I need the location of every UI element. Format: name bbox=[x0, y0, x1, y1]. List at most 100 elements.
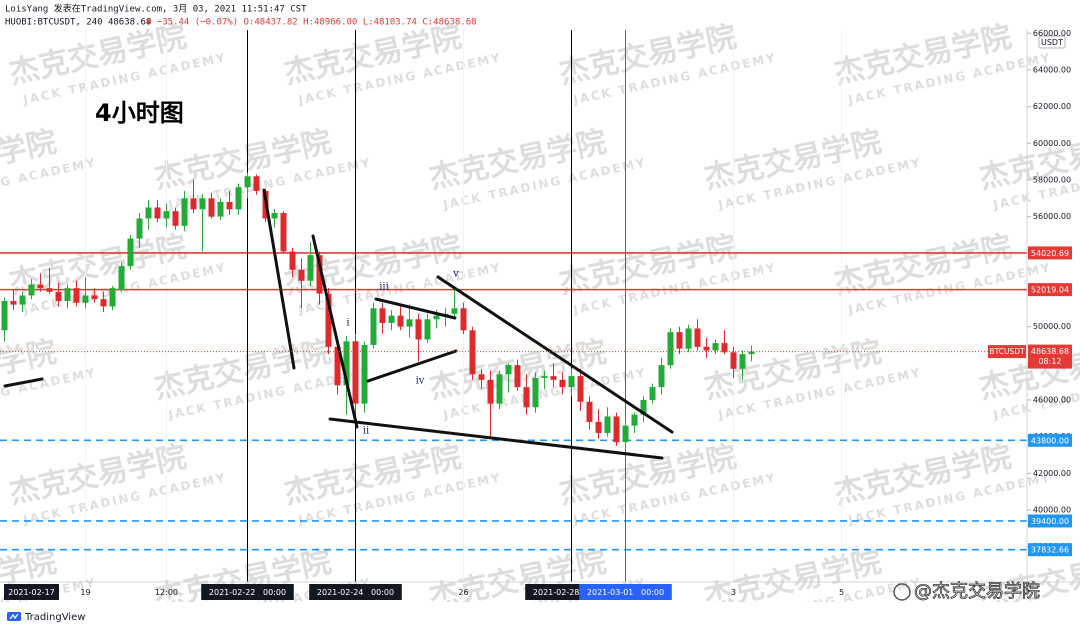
candle-body bbox=[568, 376, 575, 388]
candle-body bbox=[613, 416, 620, 443]
footer-credit: @杰克交易学院 bbox=[914, 581, 1040, 602]
candle-body bbox=[280, 212, 287, 252]
y-tick-label: 50000.00 bbox=[1033, 322, 1071, 331]
candle-body bbox=[739, 354, 746, 369]
x-tick-label: 5 bbox=[839, 588, 844, 597]
candle-body bbox=[226, 201, 233, 210]
x-tick-label: 26 bbox=[458, 588, 468, 597]
footer-logo: TradingView bbox=[24, 612, 85, 623]
level-tag bbox=[1028, 433, 1072, 447]
candle-body bbox=[10, 300, 17, 305]
wave-label: v bbox=[452, 269, 459, 280]
y-tick-label: 60000.00 bbox=[1033, 139, 1071, 148]
candle-body bbox=[37, 284, 44, 289]
candle-body bbox=[406, 319, 413, 327]
candle-body bbox=[469, 330, 476, 375]
x-tick-label: 2021-02-28 00:00 bbox=[533, 588, 610, 597]
candle-body bbox=[298, 269, 305, 281]
candle-body bbox=[460, 308, 467, 331]
level-tag bbox=[1028, 514, 1072, 528]
candle-body bbox=[604, 416, 611, 433]
candle-body bbox=[217, 201, 224, 217]
candle-body bbox=[352, 341, 359, 404]
wave-label: i bbox=[346, 318, 349, 329]
last-price-label: 48638.68 bbox=[1031, 347, 1069, 356]
candle-body bbox=[514, 365, 521, 388]
candle-body bbox=[631, 414, 638, 426]
candle-body bbox=[532, 377, 539, 408]
x-tick-label: 19 bbox=[80, 588, 90, 597]
candle-body bbox=[208, 198, 215, 217]
candle-body bbox=[136, 218, 143, 239]
candles bbox=[1, 172, 755, 454]
candle-body bbox=[46, 288, 53, 292]
last-price-name-box bbox=[988, 345, 1026, 359]
candle-body bbox=[145, 207, 152, 219]
level-label: 39400.00 bbox=[1031, 517, 1069, 526]
trend-line bbox=[374, 297, 457, 320]
level-tag bbox=[1028, 283, 1072, 297]
candle-body bbox=[505, 365, 512, 375]
y-tick-label: 40000.00 bbox=[1033, 505, 1071, 514]
candle-body bbox=[316, 255, 323, 294]
level-tag bbox=[1028, 543, 1072, 557]
candle-body bbox=[109, 288, 116, 307]
candle-body bbox=[28, 284, 35, 296]
candle-body bbox=[550, 376, 557, 380]
trend-line bbox=[436, 275, 674, 434]
y-tick-label: 64000.00 bbox=[1033, 65, 1071, 74]
candle-body bbox=[1, 300, 8, 331]
symbol-line: HUOBI:BTCUSDT, 240 48638.68 bbox=[5, 18, 151, 28]
candle-body bbox=[640, 399, 647, 415]
y-tick-label: 58000.00 bbox=[1033, 175, 1071, 184]
candle-body bbox=[64, 288, 71, 301]
candle-body bbox=[667, 332, 674, 366]
footer-bar bbox=[0, 602, 1080, 631]
candle-body bbox=[676, 332, 683, 349]
candle-body bbox=[577, 376, 584, 402]
candle-body bbox=[685, 328, 692, 349]
level-label: 52019.04 bbox=[1031, 286, 1069, 295]
last-price-box bbox=[1028, 344, 1072, 369]
y-tick-label: 46000.00 bbox=[1033, 395, 1071, 404]
candle-body bbox=[379, 308, 386, 323]
wave-label: ii bbox=[363, 426, 369, 437]
x-tick-box bbox=[309, 584, 402, 600]
y-tick-label: 42000.00 bbox=[1033, 469, 1071, 478]
x-tick-label: 2021-03-01 00:00 bbox=[587, 588, 664, 597]
currency: USDT bbox=[1041, 38, 1063, 47]
candle-body bbox=[478, 374, 485, 380]
candle-body bbox=[91, 295, 98, 300]
candle-body bbox=[343, 341, 350, 386]
y-tick-label: 56000.00 bbox=[1033, 212, 1071, 221]
candle-body bbox=[253, 176, 260, 191]
level-label: 43800.00 bbox=[1031, 436, 1069, 445]
level-tag bbox=[1028, 246, 1072, 260]
candle-body bbox=[712, 343, 719, 351]
candle-body bbox=[361, 344, 368, 404]
trend-line bbox=[262, 188, 296, 370]
candle-body bbox=[694, 328, 701, 347]
axes: 38000.0040000.0042000.0044000.0046000.00… bbox=[4, 29, 1072, 600]
candle-body bbox=[388, 315, 395, 323]
levels bbox=[0, 252, 1027, 551]
candle-body bbox=[235, 187, 242, 210]
quote-line: ▼ −35.44 (−0.07%) O:48437.82 H:48966.00 … bbox=[146, 18, 477, 28]
y-tick-label: 66000.00 bbox=[1033, 29, 1071, 38]
author-line: LoisYang 发表在TradingView.com, 3月 03, 2021… bbox=[5, 3, 307, 15]
candle-body bbox=[334, 346, 341, 386]
candle-body bbox=[163, 211, 170, 219]
candle-body bbox=[307, 255, 314, 281]
candle-body bbox=[181, 198, 188, 226]
level-label: 37832.66 bbox=[1031, 546, 1069, 555]
credit-icon bbox=[893, 583, 911, 601]
candle-body bbox=[595, 421, 602, 433]
candle-body bbox=[127, 238, 134, 267]
x-tick-label: 12:00 bbox=[155, 588, 178, 597]
x-tick-label: 2021-02-17 bbox=[8, 588, 55, 597]
x-tick-box bbox=[579, 584, 672, 600]
candle-body bbox=[73, 288, 80, 303]
candle-body bbox=[541, 376, 548, 378]
